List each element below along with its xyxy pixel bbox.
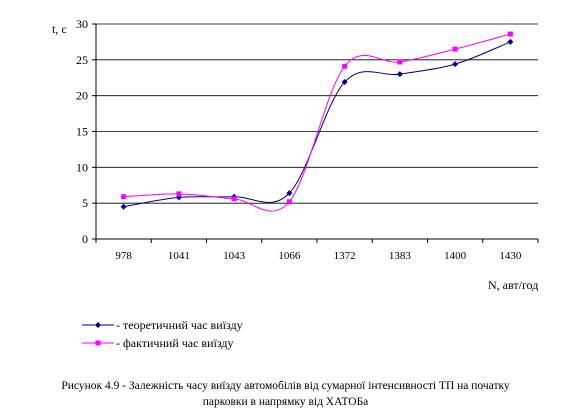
figure-caption-line-1: Рисунок 4.9 - Залежність часу виїзду авт…	[61, 380, 510, 392]
data-point-diamond	[507, 38, 514, 45]
y-tick-labels: 0 5 10 15 20 25 30	[76, 17, 88, 246]
legend-square-marker	[95, 340, 101, 346]
x-tick-label: 1400	[444, 250, 467, 262]
x-tick-label: 1041	[168, 250, 190, 262]
axes	[95, 24, 538, 240]
x-axis-label: N, авт/год	[488, 278, 538, 292]
y-tick-label: 0	[82, 232, 88, 246]
data-point-square	[176, 191, 182, 197]
series-line-1	[123, 33, 511, 212]
data-point-diamond	[396, 71, 403, 78]
x-tick-label: 1383	[389, 250, 412, 262]
data-point-square	[121, 194, 127, 200]
legend-item-theoretical: - теоретичний час виїзду	[82, 318, 243, 332]
y-axis-label: t, c	[52, 22, 67, 36]
legend-item-actual: - фактичний час виїзду	[82, 336, 233, 350]
y-tick-label: 10	[76, 160, 88, 174]
legend-label-theoretical: - теоретичний час виїзду	[116, 318, 243, 332]
x-tick-label: 1066	[278, 250, 301, 262]
legend: - теоретичний час виїзду - фактичний час…	[82, 318, 243, 350]
series-lines	[123, 33, 511, 212]
y-tick-label: 15	[76, 125, 88, 139]
data-point-diamond	[286, 190, 293, 197]
data-point-square	[452, 46, 458, 52]
y-tick-label: 30	[76, 17, 88, 31]
data-point-square	[342, 63, 348, 69]
x-tick-label: 978	[115, 250, 132, 262]
data-point-diamond	[452, 61, 459, 68]
legend-label-actual: - фактичний час виїзду	[116, 336, 233, 350]
series-markers	[120, 31, 514, 210]
data-point-square	[397, 59, 403, 65]
data-point-square	[286, 199, 292, 205]
gridlines	[92, 23, 539, 243]
x-tick-labels: 978 1041 1043 1066 1372 1383 1400 1430	[115, 250, 522, 262]
series-line-0	[123, 41, 511, 208]
data-point-diamond	[341, 79, 348, 86]
data-point-diamond	[120, 203, 127, 210]
legend-diamond-marker	[95, 322, 101, 328]
data-point-square	[231, 196, 237, 202]
x-tick-label: 1372	[334, 250, 356, 262]
y-tick-label: 20	[76, 89, 88, 103]
y-tick-label: 25	[76, 53, 88, 67]
x-tick-label: 1430	[499, 250, 522, 262]
data-point-square	[507, 31, 513, 37]
x-tick-label: 1043	[223, 250, 246, 262]
y-tick-label: 5	[82, 196, 88, 210]
figure-caption-line-2: парковки в напрямку від ХАТОБа	[202, 396, 369, 408]
